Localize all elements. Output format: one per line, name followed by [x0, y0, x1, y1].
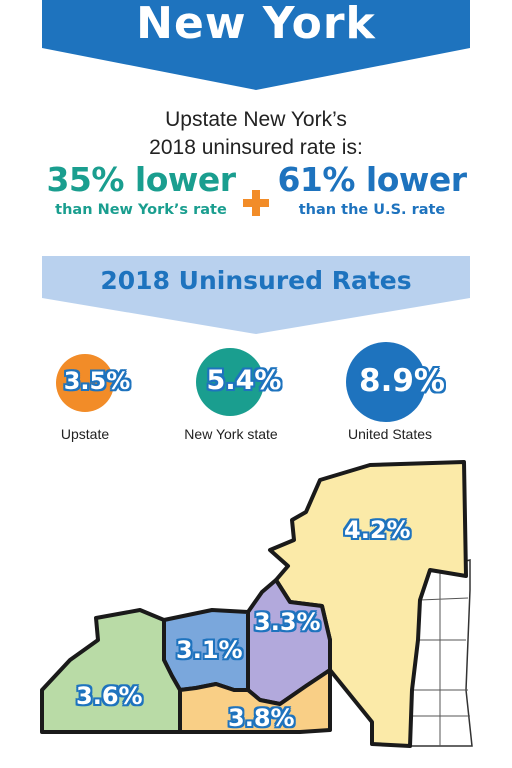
- united-states-rate-label: United States: [347, 426, 433, 442]
- west-region-rate: 3.6%: [76, 682, 143, 710]
- stat-value: 61% lower: [277, 160, 467, 199]
- header-banner: [42, 0, 470, 90]
- upstate-rate-circle: [56, 354, 114, 412]
- stat-value: 35% lower: [46, 160, 236, 199]
- new-york-state-rate-value: 5.4%: [206, 365, 282, 396]
- page-title: New York: [136, 0, 376, 49]
- upstate-rate-label: Upstate: [60, 426, 110, 442]
- central-region-rate: 3.3%: [254, 608, 321, 636]
- new-york-state-rate-circle: [196, 348, 264, 416]
- rates-ribbon: [42, 256, 470, 334]
- stat-caption: than the U.S. rate: [298, 202, 446, 218]
- stat-caption: than New York’s rate: [55, 202, 227, 218]
- intro-text: Upstate New York’s 2018 uninsured rate i…: [0, 106, 512, 162]
- map-region-west: [40, 608, 182, 734]
- intro-line-2: 2018 uninsured rate is:: [149, 136, 363, 159]
- plus-icon: [243, 190, 269, 216]
- stat-vs-new-york: 35% lower than New York’s rate: [30, 160, 252, 220]
- united-states-rate-circle: [346, 342, 426, 422]
- stat-vs-us: 61% lower than the U.S. rate: [266, 160, 478, 220]
- united-states-rate-value: 8.9%: [359, 363, 445, 399]
- intro-line-1: Upstate New York’s: [165, 108, 347, 131]
- upstate-rate-value: 3.5%: [63, 367, 131, 395]
- rates-section-title: 2018 Uninsured Rates: [100, 266, 412, 295]
- new-york-region-map: [40, 460, 473, 748]
- new-york-state-rate-label: New York state: [184, 426, 278, 442]
- north-region-rate: 4.2%: [344, 516, 411, 544]
- map-region-north: [268, 460, 468, 748]
- south-region-rate: 3.8%: [228, 704, 295, 732]
- map-region-south: [178, 668, 332, 734]
- west-central-region-rate: 3.1%: [176, 636, 243, 664]
